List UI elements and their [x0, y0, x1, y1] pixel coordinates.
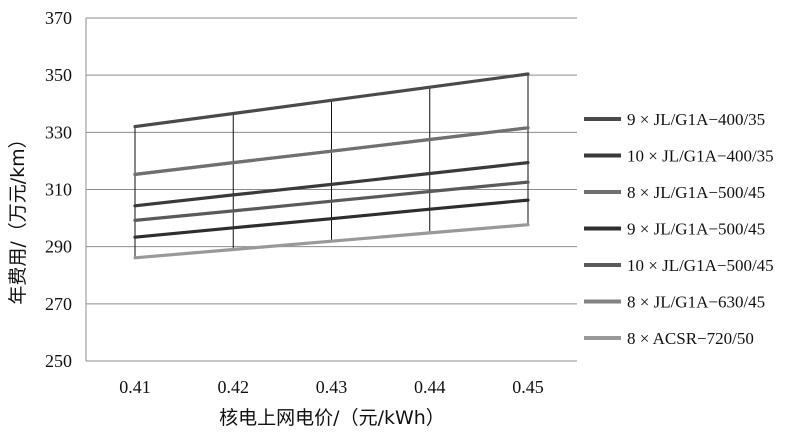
y-tick-label: 310	[45, 180, 72, 200]
y-tick-label: 370	[45, 8, 72, 28]
y-axis-title: 年费用/（万元/km）	[7, 129, 29, 304]
legend-item-label: 9 × JL/G1A−400/35	[627, 110, 765, 129]
x-axis-title: 核电上网电价/（元/kWh）	[219, 407, 445, 429]
series-line	[133, 180, 530, 222]
y-tick-label: 330	[45, 122, 72, 142]
y-tick-label: 270	[45, 294, 72, 314]
legend-item-label: 8 × JL/G1A−630/45	[627, 293, 765, 312]
legend: 9 × JL/G1A−400/35 10 × JL/G1A−400/35 8 × J…	[584, 110, 774, 348]
y-tick-label: 290	[45, 237, 72, 257]
series-line	[133, 126, 530, 176]
legend-item-label: 10 × JL/G1A−500/45	[627, 256, 774, 275]
x-tick-label: 0.44	[414, 377, 446, 397]
legend-item-label: 8 × JL/G1A−500/45	[627, 183, 765, 202]
y-tick-labels: 250 270 290 310 330 350 370	[45, 8, 72, 371]
x-tick-label: 0.43	[316, 377, 348, 397]
series-line	[133, 223, 530, 260]
legend-item-label: 10 × JL/G1A−400/35	[627, 147, 774, 166]
legend-item-label: 8 × ACSR−720/50	[627, 329, 754, 348]
series-line	[133, 198, 530, 239]
y-tick-label: 250	[45, 351, 72, 371]
x-tick-labels: 0.41 0.42 0.43 0.44 0.45	[119, 377, 544, 397]
y-tick-label: 350	[45, 65, 72, 85]
series-lines	[133, 72, 530, 260]
x-tick-label: 0.41	[119, 377, 151, 397]
series-line	[133, 72, 530, 129]
series-line	[133, 161, 530, 208]
legend-item-label: 9 × JL/G1A−500/45	[627, 220, 765, 239]
x-tick-label: 0.45	[512, 377, 544, 397]
x-tick-label: 0.42	[218, 377, 250, 397]
